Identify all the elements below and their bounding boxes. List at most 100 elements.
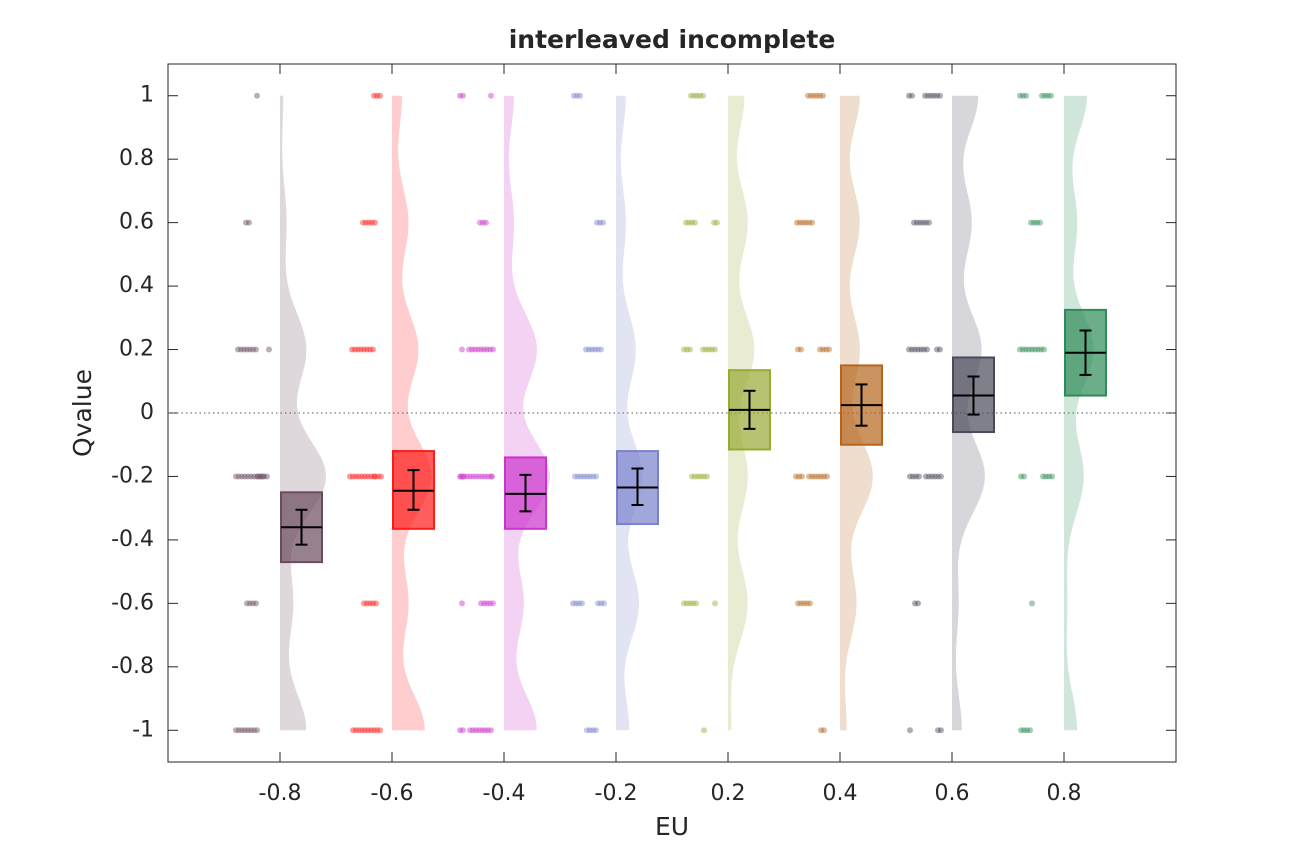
data-point [1043, 473, 1049, 480]
data-point [242, 473, 248, 480]
data-point [257, 473, 263, 480]
data-point [365, 727, 371, 734]
data-point [600, 219, 606, 226]
data-point [243, 219, 249, 226]
data-point [823, 346, 829, 353]
data-point [598, 346, 604, 353]
data-point [466, 346, 472, 353]
data-point [1021, 473, 1027, 480]
data-point [587, 473, 593, 480]
y-tick-label: 0 [140, 400, 154, 425]
data-point [692, 473, 698, 480]
data-point [369, 219, 375, 226]
data-point [457, 92, 463, 99]
data-point [469, 346, 475, 353]
data-point [794, 219, 800, 226]
data-point [370, 600, 376, 607]
data-point [251, 727, 257, 734]
data-point [461, 473, 467, 480]
data-point [374, 92, 380, 99]
data-point [255, 473, 261, 480]
data-point [909, 346, 915, 353]
data-point [365, 473, 371, 480]
data-point [457, 727, 463, 734]
data-point [378, 473, 384, 480]
data-point [914, 219, 920, 226]
data-point [350, 727, 356, 734]
data-point [363, 219, 369, 226]
data-point [684, 600, 690, 607]
data-point [918, 346, 924, 353]
data-point [798, 600, 804, 607]
data-point [587, 727, 593, 734]
data-point [922, 92, 928, 99]
data-point [473, 473, 479, 480]
data-point [601, 600, 607, 607]
data-point [923, 473, 929, 480]
data-point [818, 473, 824, 480]
data-point [359, 473, 365, 480]
data-point [577, 92, 583, 99]
data-point [584, 473, 590, 480]
data-point [928, 92, 934, 99]
data-point [347, 473, 353, 480]
y-axis-label: Qvalue [68, 369, 97, 457]
data-point [1028, 219, 1034, 226]
data-point [1049, 473, 1055, 480]
data-point [258, 473, 264, 480]
data-point [592, 346, 598, 353]
data-point [938, 473, 944, 480]
data-point [1035, 346, 1041, 353]
data-point [681, 600, 687, 607]
data-point [593, 727, 599, 734]
data-point [488, 92, 494, 99]
data-point [470, 473, 476, 480]
data-point [689, 219, 695, 226]
data-point [482, 473, 488, 480]
data-point [254, 473, 260, 480]
data-point [581, 473, 587, 480]
data-point [1020, 346, 1026, 353]
data-point [483, 219, 489, 226]
data-point [926, 219, 932, 226]
data-point [1037, 219, 1043, 226]
data-point [250, 346, 256, 353]
data-point [821, 727, 827, 734]
data-point [1038, 346, 1044, 353]
data-point [931, 92, 937, 99]
data-point [687, 600, 693, 607]
data-point [484, 600, 490, 607]
data-point [691, 92, 697, 99]
data-point [248, 727, 254, 734]
data-point [481, 600, 487, 607]
data-point [697, 92, 703, 99]
data-point [807, 600, 813, 607]
data-point [244, 600, 250, 607]
data-point [921, 346, 927, 353]
data-point [353, 727, 359, 734]
data-point [477, 219, 483, 226]
data-point [371, 727, 377, 734]
density-cloud [728, 95, 755, 731]
x-tick-label: 0.6 [935, 781, 970, 806]
data-point [576, 600, 582, 607]
x-tick-label: 0.4 [823, 781, 858, 806]
data-point [375, 473, 381, 480]
data-point [687, 346, 693, 353]
density-cloud [952, 95, 985, 731]
x-tick-label: -0.6 [371, 781, 414, 806]
data-point [815, 473, 821, 480]
data-point [467, 473, 473, 480]
data-point [817, 92, 823, 99]
data-point [923, 219, 929, 226]
data-point [481, 346, 487, 353]
data-point [460, 727, 466, 734]
data-point [353, 473, 359, 480]
data-point [570, 600, 576, 607]
data-point [797, 219, 803, 226]
y-tick-label: 0.2 [119, 337, 154, 362]
data-point [364, 346, 370, 353]
data-point [574, 92, 580, 99]
x-tick-label: -0.8 [259, 781, 302, 806]
data-point [356, 727, 362, 734]
